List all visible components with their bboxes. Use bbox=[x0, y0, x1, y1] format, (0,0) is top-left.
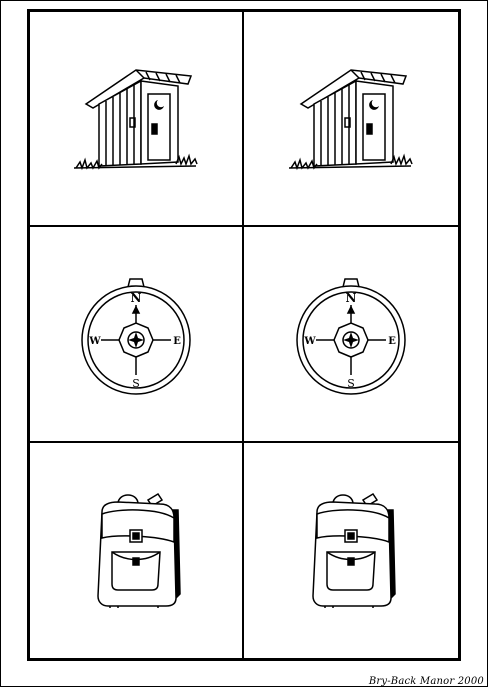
card-compass-right[interactable]: N S W E bbox=[244, 227, 458, 443]
compass-north-label: N bbox=[346, 291, 357, 305]
compass-south-label: S bbox=[132, 377, 140, 390]
card-grid: N S W E N S W E bbox=[27, 9, 461, 661]
compass-east-label: E bbox=[388, 336, 396, 347]
compass-icon: N S W E bbox=[296, 278, 406, 395]
card-outhouse-right[interactable] bbox=[244, 12, 458, 228]
card-outhouse-left[interactable] bbox=[30, 12, 244, 228]
outhouse-icon bbox=[73, 68, 198, 170]
compass-west-label: W bbox=[88, 336, 101, 347]
compass-west-label: W bbox=[303, 336, 316, 347]
compass-east-label: E bbox=[173, 336, 181, 347]
card-compass-left[interactable]: N S W E bbox=[30, 227, 244, 443]
compass-icon: N S W E bbox=[81, 278, 191, 395]
compass-north-label: N bbox=[131, 291, 142, 305]
backpack-icon bbox=[312, 493, 396, 609]
outhouse-icon bbox=[288, 68, 413, 170]
card-backpack-right[interactable] bbox=[244, 443, 458, 658]
compass-south-label: S bbox=[347, 377, 355, 390]
credit-text: Bry-Back Manor 2000 bbox=[368, 676, 484, 687]
card-backpack-left[interactable] bbox=[30, 442, 244, 658]
backpack-icon bbox=[97, 493, 181, 609]
